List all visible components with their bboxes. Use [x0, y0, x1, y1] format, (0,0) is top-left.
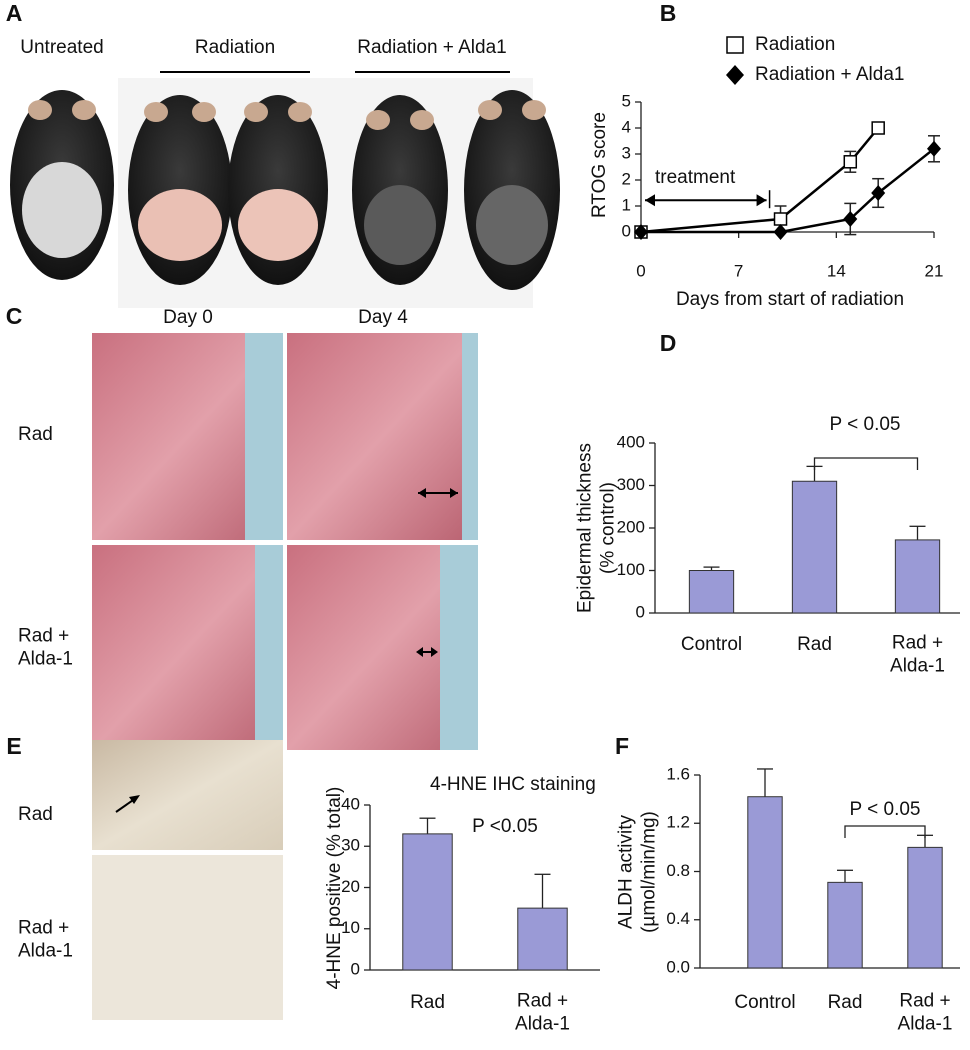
y-tick-label: 0.4 — [666, 909, 690, 928]
row-label: Rad + Alda-1 — [18, 626, 73, 670]
marker — [773, 224, 788, 240]
y-tick-label: 400 — [617, 432, 645, 451]
bar — [907, 846, 943, 969]
y-tick-label: 2 — [622, 169, 631, 188]
bar — [791, 480, 838, 614]
series-line — [641, 147, 935, 234]
y-axis-label: 4-HNE positive (% total) — [324, 787, 345, 990]
significance-bracket — [844, 825, 926, 838]
row-label: Rad — [18, 804, 53, 825]
histology-images — [92, 333, 478, 750]
y-tick-label: 200 — [617, 517, 645, 536]
y-tick-label: 4 — [622, 117, 631, 136]
bar — [747, 796, 783, 969]
x-tick-label: Rad + Alda-1 — [898, 991, 953, 1035]
marker — [773, 212, 788, 226]
row-label: Rad — [18, 424, 53, 445]
annotation: P <0.05 — [472, 816, 538, 837]
x-tick-label: 7 — [734, 261, 743, 280]
panel-label: D — [660, 330, 677, 356]
bar — [894, 539, 941, 614]
y-tick-label: 0 — [351, 959, 360, 978]
panel-label: A — [6, 0, 23, 26]
significance-bracket — [813, 457, 919, 470]
panel-label: F — [615, 733, 629, 759]
y-tick-label: 1.2 — [666, 813, 690, 832]
marker — [634, 224, 648, 240]
column-label: Day 4 — [358, 307, 408, 328]
y-tick-label: 100 — [617, 560, 645, 579]
x-axis-label: Days from start of radiation — [676, 289, 904, 310]
annotation: P < 0.05 — [830, 414, 901, 435]
y-tick-label: 30 — [341, 836, 360, 855]
y-tick-label: 1.6 — [666, 764, 690, 783]
x-tick-label: Rad — [828, 992, 863, 1013]
marker — [871, 121, 885, 135]
y-tick-label: 20 — [341, 877, 360, 896]
x-tick-label: Rad — [797, 634, 832, 655]
x-tick-label: Rad + Alda-1 — [515, 991, 570, 1035]
caption: Radiation + Alda1 — [357, 37, 506, 58]
mouse-photos — [10, 71, 560, 308]
y-tick-label: 0 — [622, 221, 631, 240]
ihc-images — [92, 740, 283, 1020]
y-tick-label: 5 — [622, 91, 631, 110]
panel-label: B — [660, 0, 677, 26]
y-tick-label: 3 — [622, 143, 631, 162]
y-axis-label: Epidermal thickness(% control) — [575, 443, 619, 613]
legend-marker — [726, 36, 744, 54]
y-tick-label: 300 — [617, 475, 645, 494]
x-tick-label: Control — [734, 992, 795, 1013]
chart-title: 4-HNE IHC staining — [430, 774, 596, 795]
column-label: Day 0 — [163, 307, 213, 328]
legend-label: Radiation + Alda1 — [755, 64, 904, 85]
marker — [927, 140, 941, 157]
row-label: Rad + Alda-1 — [18, 918, 73, 962]
legend-label: Radiation — [755, 34, 835, 55]
x-tick-label: 14 — [827, 261, 846, 280]
marker — [843, 155, 858, 169]
bar — [517, 907, 568, 971]
y-tick-label: 0 — [636, 602, 645, 621]
caption: Radiation — [195, 37, 275, 58]
y-tick-label: 40 — [341, 794, 360, 813]
marker — [843, 211, 858, 227]
caption: Untreated — [20, 37, 103, 58]
y-tick-label: 0.0 — [666, 957, 690, 976]
y-tick-label: 0.8 — [666, 861, 690, 880]
y-axis-label: RTOG score — [589, 112, 610, 218]
series-line — [640, 127, 880, 234]
panel-label: E — [6, 733, 21, 759]
y-axis-label: ALDH activity(µmol/min/mg) — [616, 811, 660, 933]
x-tick-label: 0 — [636, 261, 645, 280]
legend-marker — [726, 65, 744, 85]
bar — [827, 881, 863, 969]
panel-label: C — [6, 303, 23, 329]
x-tick-label: Control — [681, 634, 742, 655]
annotation: P < 0.05 — [850, 799, 921, 820]
bar — [688, 570, 735, 614]
annotation: treatment — [655, 167, 736, 188]
x-tick-label: Rad + Alda-1 — [890, 633, 945, 677]
marker — [871, 185, 886, 201]
y-tick-label: 1 — [622, 195, 631, 214]
x-tick-label: 21 — [925, 261, 944, 280]
bar — [402, 833, 453, 971]
x-tick-label: Rad — [410, 992, 445, 1013]
y-tick-label: 10 — [341, 918, 360, 937]
